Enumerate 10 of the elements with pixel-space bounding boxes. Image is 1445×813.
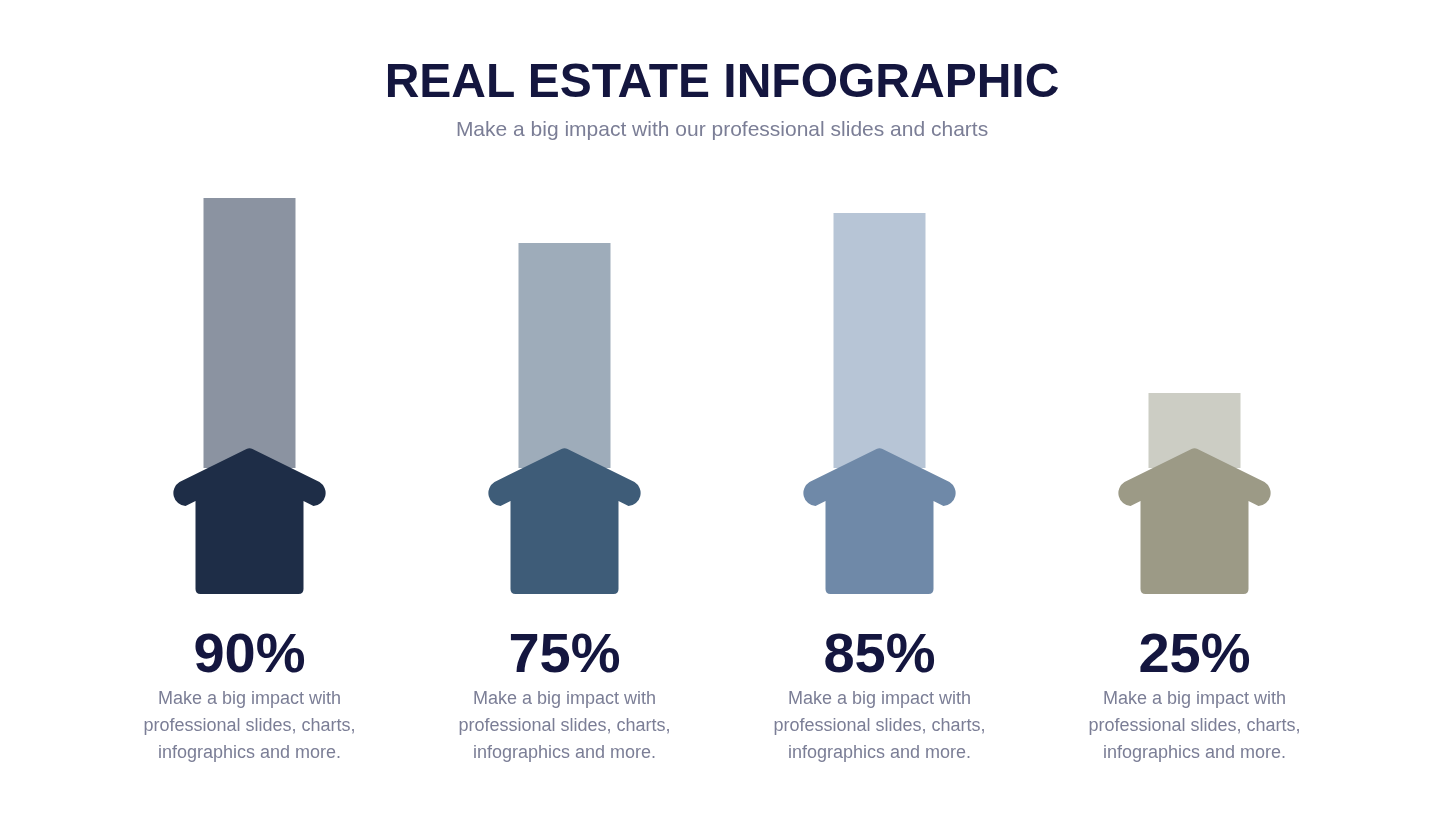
data-label: 85% bbox=[823, 621, 936, 684]
chart-title: REAL ESTATE INFOGRAPHIC bbox=[384, 54, 1060, 107]
x-tick-label: Make a big impact with professional slides, charts, infographics and more. bbox=[458, 687, 671, 762]
x-tick-label: Make a big impact with professional slides, charts, infographics and more. bbox=[143, 687, 356, 762]
data-label: 90% bbox=[193, 621, 306, 684]
chart-subtitle: Make a big impact with our professional slides and charts bbox=[455, 117, 989, 140]
data-label: 75% bbox=[508, 621, 621, 684]
x-tick-label: Make a big impact with professional slides, charts, infographics and more. bbox=[1088, 687, 1301, 762]
x-tick-label: Make a big impact with professional slides, charts, infographics and more. bbox=[773, 687, 986, 762]
data-label: 25% bbox=[1138, 621, 1251, 684]
